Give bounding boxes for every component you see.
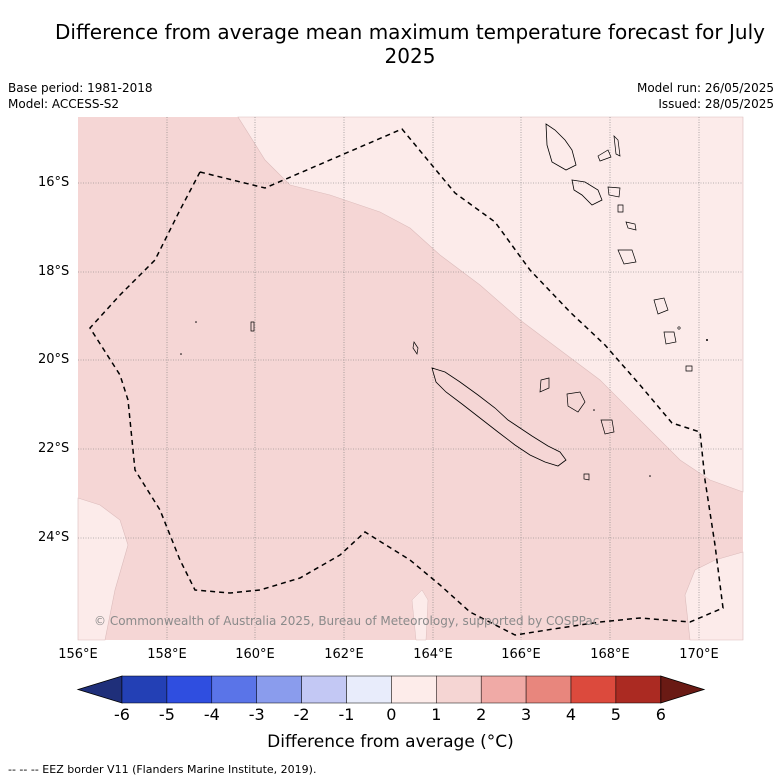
colorbar-tick-label: 4 <box>565 705 577 724</box>
island-mare <box>600 419 615 435</box>
anomaly-region-light-north <box>237 116 744 493</box>
colorbar-tick-label: -3 <box>248 705 265 724</box>
colorbar-tick-label: -6 <box>114 705 130 724</box>
colorbar <box>76 675 706 704</box>
islet-5 <box>649 475 651 477</box>
lon-label-160: 160°E <box>235 647 275 662</box>
colorbar-tick-label: 2 <box>476 705 487 724</box>
island-pines <box>583 473 590 481</box>
map-title: Difference from average mean maximum tem… <box>55 20 765 68</box>
colorbar-bin <box>525 675 572 704</box>
island-malo <box>597 149 612 162</box>
lat-label-18: 18°S <box>38 264 70 279</box>
colorbar-extend-low <box>76 675 123 704</box>
island-hunter <box>685 365 693 372</box>
colorbar-tick-label: 5 <box>610 705 621 724</box>
anomaly-region-light-southwest <box>77 497 129 641</box>
island-efate <box>625 221 637 231</box>
model-run: Model run: 26/05/2025 <box>636 81 774 95</box>
island-lifou <box>566 391 586 413</box>
island-maewo <box>613 135 621 157</box>
copyright-notice: © Commonwealth of Australia 2025, Bureau… <box>94 614 600 628</box>
issued-date: Issued: 28/05/2025 <box>658 97 774 111</box>
colorbar-bin <box>211 675 257 704</box>
lon-label-168: 168°E <box>590 647 630 662</box>
colorbar-tick-label: -1 <box>338 705 355 724</box>
colorbar-extend-high <box>660 675 706 704</box>
colorbar-tick-label: -4 <box>203 705 220 724</box>
colorbar-bin <box>346 675 392 704</box>
lat-label-22: 22°S <box>38 441 70 456</box>
colorbar-bin <box>615 675 662 704</box>
islet-1 <box>677 326 681 330</box>
island-chesterfield <box>250 321 255 332</box>
lat-label-24: 24°S <box>38 530 70 545</box>
meta-left: Base period: 1981-2018 Model: ACCESS-S2 <box>8 80 153 112</box>
colorbar-bin <box>436 675 482 704</box>
island-new-caledonia <box>431 367 567 467</box>
footnote: -- -- -- EEZ border V11 (Flanders Marine… <box>8 763 317 776</box>
colorbar-tick-label: 1 <box>431 705 442 724</box>
island-epi <box>617 204 624 213</box>
lon-label-162: 162°E <box>324 647 364 662</box>
base-period: Base period: 1981-2018 <box>8 81 153 95</box>
colorbar-bin <box>391 675 437 704</box>
islet-2 <box>706 339 708 341</box>
colorbar-tick-label: 0 <box>386 705 397 724</box>
colorbar-tick-label: 3 <box>521 705 532 724</box>
islet-4 <box>180 353 182 355</box>
colorbar-bin <box>121 675 168 704</box>
colorbar-tick-label: 6 <box>655 705 666 724</box>
island-erromango <box>617 249 637 265</box>
colorbar-bin <box>480 675 527 704</box>
colorbar-bin <box>301 675 347 704</box>
anomaly-patch-small <box>411 589 429 641</box>
island-aneityum <box>663 331 677 345</box>
model-name: Model: ACCESS-S2 <box>8 97 120 111</box>
colorbar-bin <box>256 675 302 704</box>
lon-label-164: 164°E <box>413 647 453 662</box>
colorbar-bin <box>166 675 213 704</box>
island-tanna <box>653 297 669 315</box>
lon-label-156: 156°E <box>58 647 98 662</box>
island-ambrym <box>607 186 621 198</box>
islet-6 <box>593 409 595 411</box>
island-espiritu-santo <box>545 123 577 171</box>
colorbar-tick-label: -5 <box>158 705 175 724</box>
island-belep <box>412 341 419 355</box>
island-malakula <box>571 179 603 206</box>
islet-3 <box>195 321 197 323</box>
meta-right: Model run: 26/05/2025 Issued: 28/05/2025 <box>637 80 774 112</box>
lat-label-20: 20°S <box>38 352 70 367</box>
gridlines <box>78 117 743 640</box>
lon-label-166: 166°E <box>501 647 541 662</box>
lon-label-158: 158°E <box>147 647 187 662</box>
lat-label-16: 16°S <box>38 175 70 190</box>
colorbar-tick-label: -2 <box>293 705 310 724</box>
colorbar-title: Difference from average (°C) <box>267 732 514 752</box>
colorbar-bin <box>570 675 617 704</box>
lon-label-170: 170°E <box>679 647 719 662</box>
island-ouvea <box>539 377 550 393</box>
